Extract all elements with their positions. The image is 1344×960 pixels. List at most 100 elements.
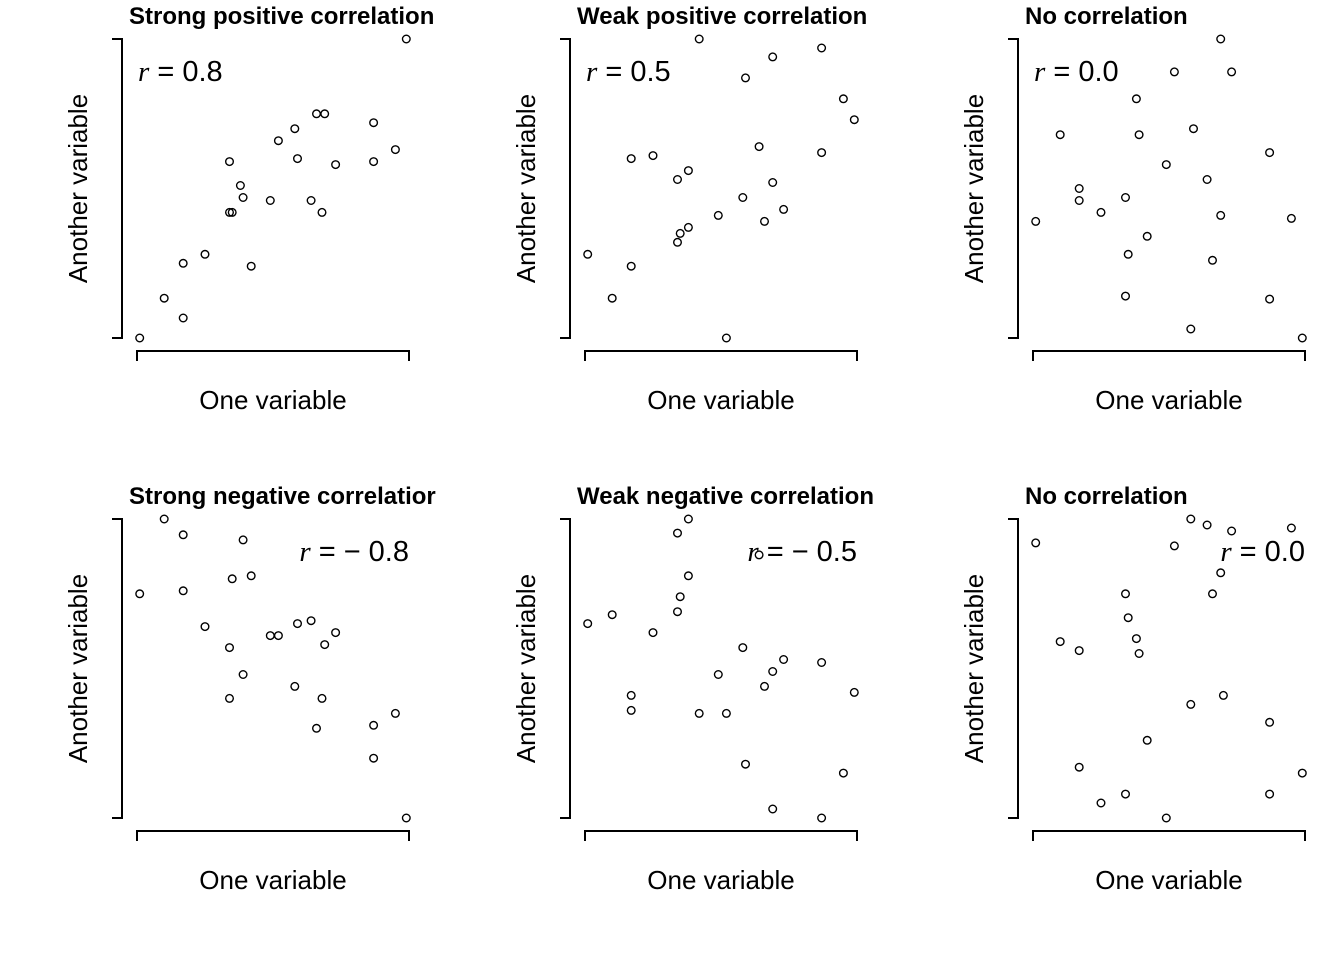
scatter-point (290, 124, 300, 134)
scatter-point (224, 693, 234, 703)
scatter-point (331, 160, 341, 170)
r-symbol: r (138, 56, 150, 88)
r-symbol: r (586, 56, 598, 88)
r-symbol: r (1220, 536, 1232, 568)
scatter-point (1142, 231, 1152, 241)
scatter-point (741, 759, 751, 769)
panel-title: Weak negative correlation (577, 483, 874, 510)
scatter-point (1161, 813, 1171, 823)
correlation-annotation: r = 0.5 (586, 56, 671, 88)
scatter-point (1031, 538, 1041, 548)
scatter-point (1207, 255, 1217, 265)
r-value: = 0.0 (1045, 56, 1118, 88)
scatter-point (238, 535, 248, 545)
scatter-point (1265, 717, 1275, 727)
y-axis-label: Another variable (959, 574, 989, 763)
scatter-point (738, 192, 748, 202)
scatter-point (768, 667, 778, 677)
scatter-point (390, 145, 400, 155)
r-symbol: r (299, 536, 311, 568)
scatter-point (754, 142, 764, 152)
scatter-point (317, 207, 327, 217)
scatter-point (1297, 333, 1307, 343)
scatter-point (1134, 649, 1144, 659)
scatter-point (838, 94, 848, 104)
scatter-point (135, 333, 145, 343)
scatter-point (1161, 160, 1171, 170)
scatter-panel-2: Weak positive correlation One variable Ano… (511, 3, 867, 415)
scatter-point (401, 34, 411, 44)
scatter-point (741, 73, 751, 83)
scatter-point (238, 192, 248, 202)
scatter-point (683, 571, 693, 581)
scatter-point (648, 628, 658, 638)
scatter-point (1142, 735, 1152, 745)
x-axis-label: One variable (199, 865, 346, 895)
scatter-point (293, 154, 303, 164)
scatter-panel-4: Strong negative correlatior One variable A… (63, 483, 436, 895)
scatter-point (849, 687, 859, 697)
scatter-point (626, 261, 636, 271)
scatter-point (760, 216, 770, 226)
x-axis-label: One variable (1095, 385, 1242, 415)
scatter-point (1131, 634, 1141, 644)
scatter-point (1202, 174, 1212, 184)
scatter-point (1123, 249, 1133, 259)
scatter-point (673, 528, 683, 538)
x-axis-label: One variable (199, 385, 346, 415)
scatter-point (178, 586, 188, 596)
scatter-point (320, 109, 330, 119)
scatter-point (178, 258, 188, 268)
scatter-point (369, 118, 379, 128)
scatter-point (1055, 130, 1065, 140)
scatter-point (135, 589, 145, 599)
x-axis-line (136, 350, 410, 361)
scatter-point (369, 157, 379, 167)
scatter-point (235, 180, 245, 190)
scatter-panel-1: Strong positive correlation One variable A… (63, 3, 434, 415)
scatter-point (694, 708, 704, 718)
scatter-point (1186, 699, 1196, 709)
scatter-point (683, 166, 693, 176)
r-value: = − 0.5 (759, 536, 857, 568)
scatter-point (768, 52, 778, 62)
y-axis-label: Another variable (63, 574, 93, 763)
scatter-point (817, 148, 827, 158)
scatter-point (273, 136, 283, 146)
scatter-point (626, 705, 636, 715)
y-axis-label: Another variable (63, 94, 93, 283)
scatter-point (779, 655, 789, 665)
scatter-panel-6: No correlation One variable Another variab… (959, 483, 1307, 895)
scatter-point (1265, 294, 1275, 304)
scatter-point (817, 43, 827, 53)
scatter-point (1169, 67, 1179, 77)
scatter-point (369, 720, 379, 730)
scatter-point (224, 643, 234, 653)
scatter-point (1286, 523, 1296, 533)
scatter-point (290, 681, 300, 691)
y-axis-line (560, 38, 571, 339)
scatter-point (1216, 34, 1226, 44)
scatter-point (227, 207, 237, 217)
x-axis-label: One variable (647, 865, 794, 895)
scatter-point (675, 228, 685, 238)
scatter-point (779, 204, 789, 214)
scatter-point (713, 670, 723, 680)
scatter-point (178, 313, 188, 323)
scatter-point (159, 514, 169, 524)
panel-title: No correlation (1025, 3, 1188, 30)
scatter-point (1202, 520, 1212, 530)
scatter-point (293, 619, 303, 629)
scatter-panel-5: Weak negative correlation One variable Ano… (511, 483, 874, 895)
scatter-point (675, 592, 685, 602)
scatter-point (331, 628, 341, 638)
y-axis-line (1008, 38, 1019, 339)
scatter-point (607, 293, 617, 303)
scatter-point (721, 333, 731, 343)
y-axis-line (560, 518, 571, 819)
scatter-point (1120, 589, 1130, 599)
scatter-point (607, 610, 617, 620)
scatter-point (583, 619, 593, 629)
scatter-point (648, 151, 658, 161)
